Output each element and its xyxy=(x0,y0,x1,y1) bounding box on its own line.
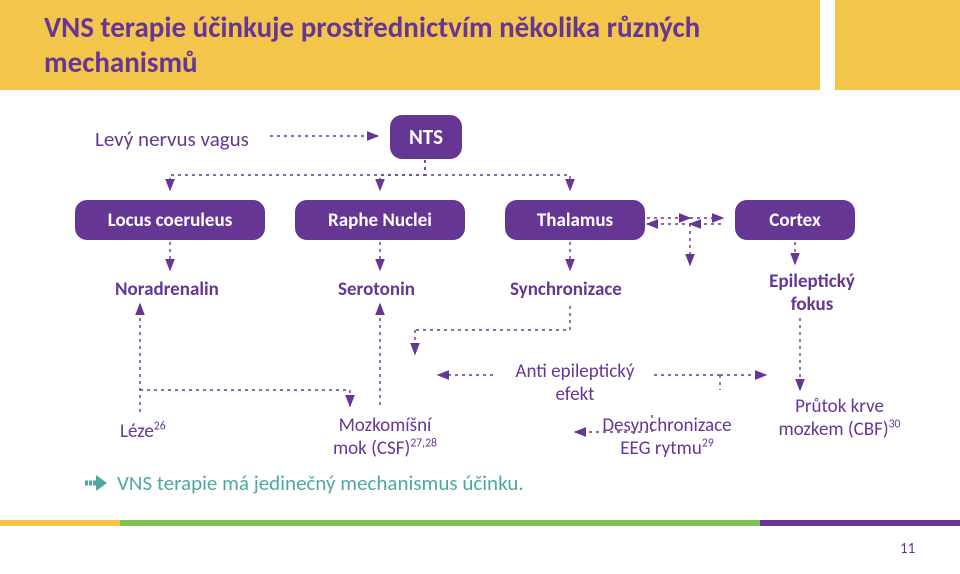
label-epifocus-l2: fokus xyxy=(791,293,834,316)
label-cbf-l2: mozkem (CBF) xyxy=(778,418,888,441)
label-desync-ref: 29 xyxy=(702,437,714,451)
label-desync-l1: Desynchronizace xyxy=(602,414,731,437)
label-leze-text: Léze xyxy=(120,420,154,443)
page-number: 11 xyxy=(900,540,915,558)
label-leze: Léze26 xyxy=(120,420,166,443)
label-left-vagus: Levý nervus vagus xyxy=(95,126,249,152)
label-effect-l2: efekt xyxy=(556,383,595,406)
bullet-text: VNS terapie má jedinečný mechanismus úči… xyxy=(117,470,524,496)
label-serotonin: Serotonin xyxy=(338,278,415,301)
label-epilepticky-fokus: Epileptický fokus xyxy=(752,270,872,316)
label-anti-epileptic-effect: Anti epileptický efekt xyxy=(500,360,650,406)
label-effect-l1: Anti epileptický xyxy=(515,360,634,383)
label-noradrenalin: Noradrenalin xyxy=(115,278,219,301)
label-cbf-ref: 30 xyxy=(889,418,901,432)
label-desync-l2: EEG rytmu xyxy=(620,437,702,460)
node-locus: Locus coeruleus xyxy=(75,200,265,240)
label-csf-l1: Mozkomíšní xyxy=(339,414,432,437)
footer-stripe xyxy=(0,520,960,526)
arrow-right-icon xyxy=(85,475,107,491)
label-cbf-l1: Průtok krve xyxy=(795,395,884,418)
label-csf-l2: mok (CSF) xyxy=(333,437,410,460)
label-desynchronizace: Desynchronizace EEG rytmu29 xyxy=(582,414,752,460)
bullet-row: VNS terapie má jedinečný mechanismus úči… xyxy=(85,470,524,496)
node-cortex: Cortex xyxy=(735,200,855,240)
node-nts: NTS xyxy=(390,115,462,159)
label-csf: Mozkomíšní mok (CSF)27,28 xyxy=(300,414,470,460)
node-thalamus: Thalamus xyxy=(505,200,645,240)
label-leze-ref: 26 xyxy=(154,420,166,434)
label-cbf: Průtok krve mozkem (CBF)30 xyxy=(762,395,917,441)
label-csf-ref: 27,28 xyxy=(410,437,437,451)
node-raphe: Raphe Nuclei xyxy=(295,200,465,240)
label-epifocus-l1: Epileptický xyxy=(769,270,855,293)
label-synchronizace: Synchronizace xyxy=(510,278,622,301)
